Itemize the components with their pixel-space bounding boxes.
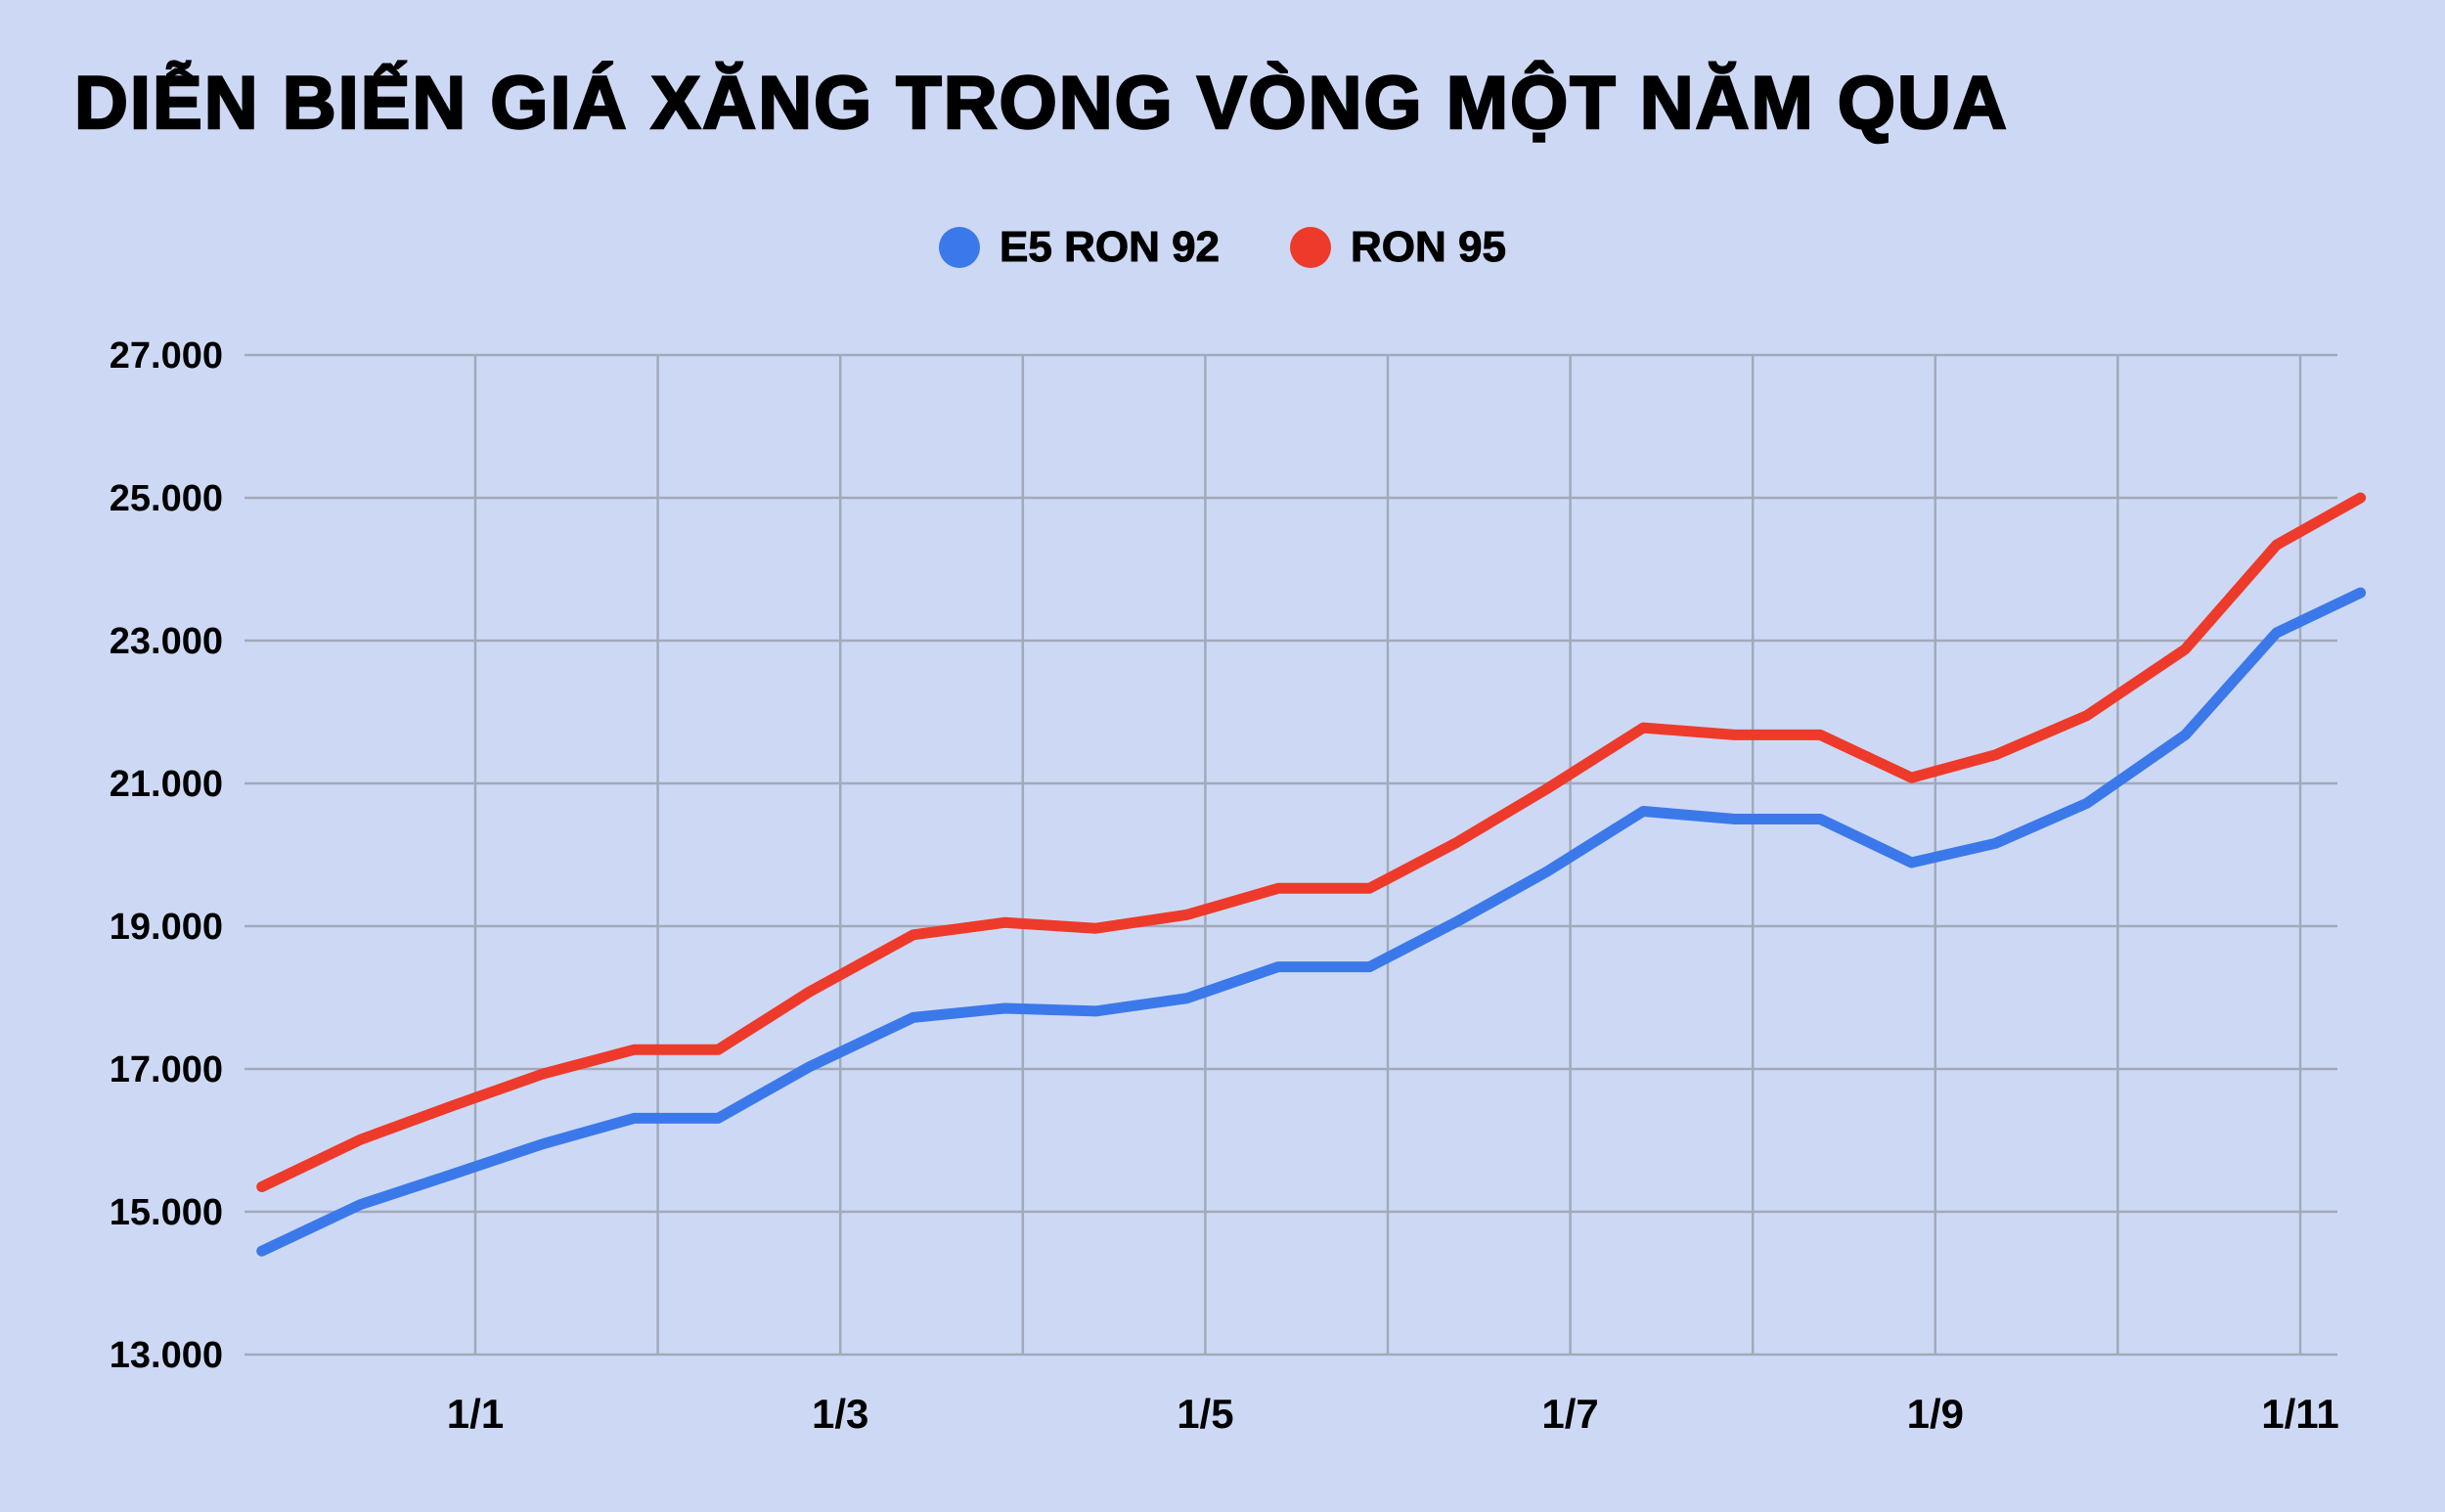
svg-text:1/1: 1/1 <box>447 1391 504 1437</box>
svg-text:27.000: 27.000 <box>110 335 223 377</box>
legend-label-e5-ron-92: E5 RON 92 <box>1000 223 1221 272</box>
svg-text:21.000: 21.000 <box>110 764 223 805</box>
svg-text:1/11: 1/11 <box>2261 1391 2338 1437</box>
svg-text:25.000: 25.000 <box>110 478 223 519</box>
svg-text:19.000: 19.000 <box>110 907 223 948</box>
legend-item-ron-95: RON 95 <box>1290 223 1506 272</box>
svg-text:1/3: 1/3 <box>812 1391 868 1437</box>
legend-item-e5-ron-92: E5 RON 92 <box>939 223 1221 272</box>
chart-legend: E5 RON 92 RON 95 <box>0 223 2445 272</box>
legend-dot-icon-ron-95 <box>1290 227 1332 268</box>
svg-text:17.000: 17.000 <box>110 1049 223 1090</box>
svg-text:1/7: 1/7 <box>1541 1391 1598 1437</box>
svg-text:1/5: 1/5 <box>1177 1391 1233 1437</box>
legend-label-ron-95: RON 95 <box>1351 223 1507 272</box>
svg-text:13.000: 13.000 <box>110 1335 223 1376</box>
svg-text:1/9: 1/9 <box>1907 1391 1964 1437</box>
svg-text:23.000: 23.000 <box>110 621 223 662</box>
chart-title: DIỄN BIẾN GIÁ XĂNG TRONG VÒNG MỘT NĂM QU… <box>73 61 2009 147</box>
svg-text:15.000: 15.000 <box>110 1192 223 1233</box>
legend-dot-icon-e5-ron-92 <box>939 227 981 268</box>
